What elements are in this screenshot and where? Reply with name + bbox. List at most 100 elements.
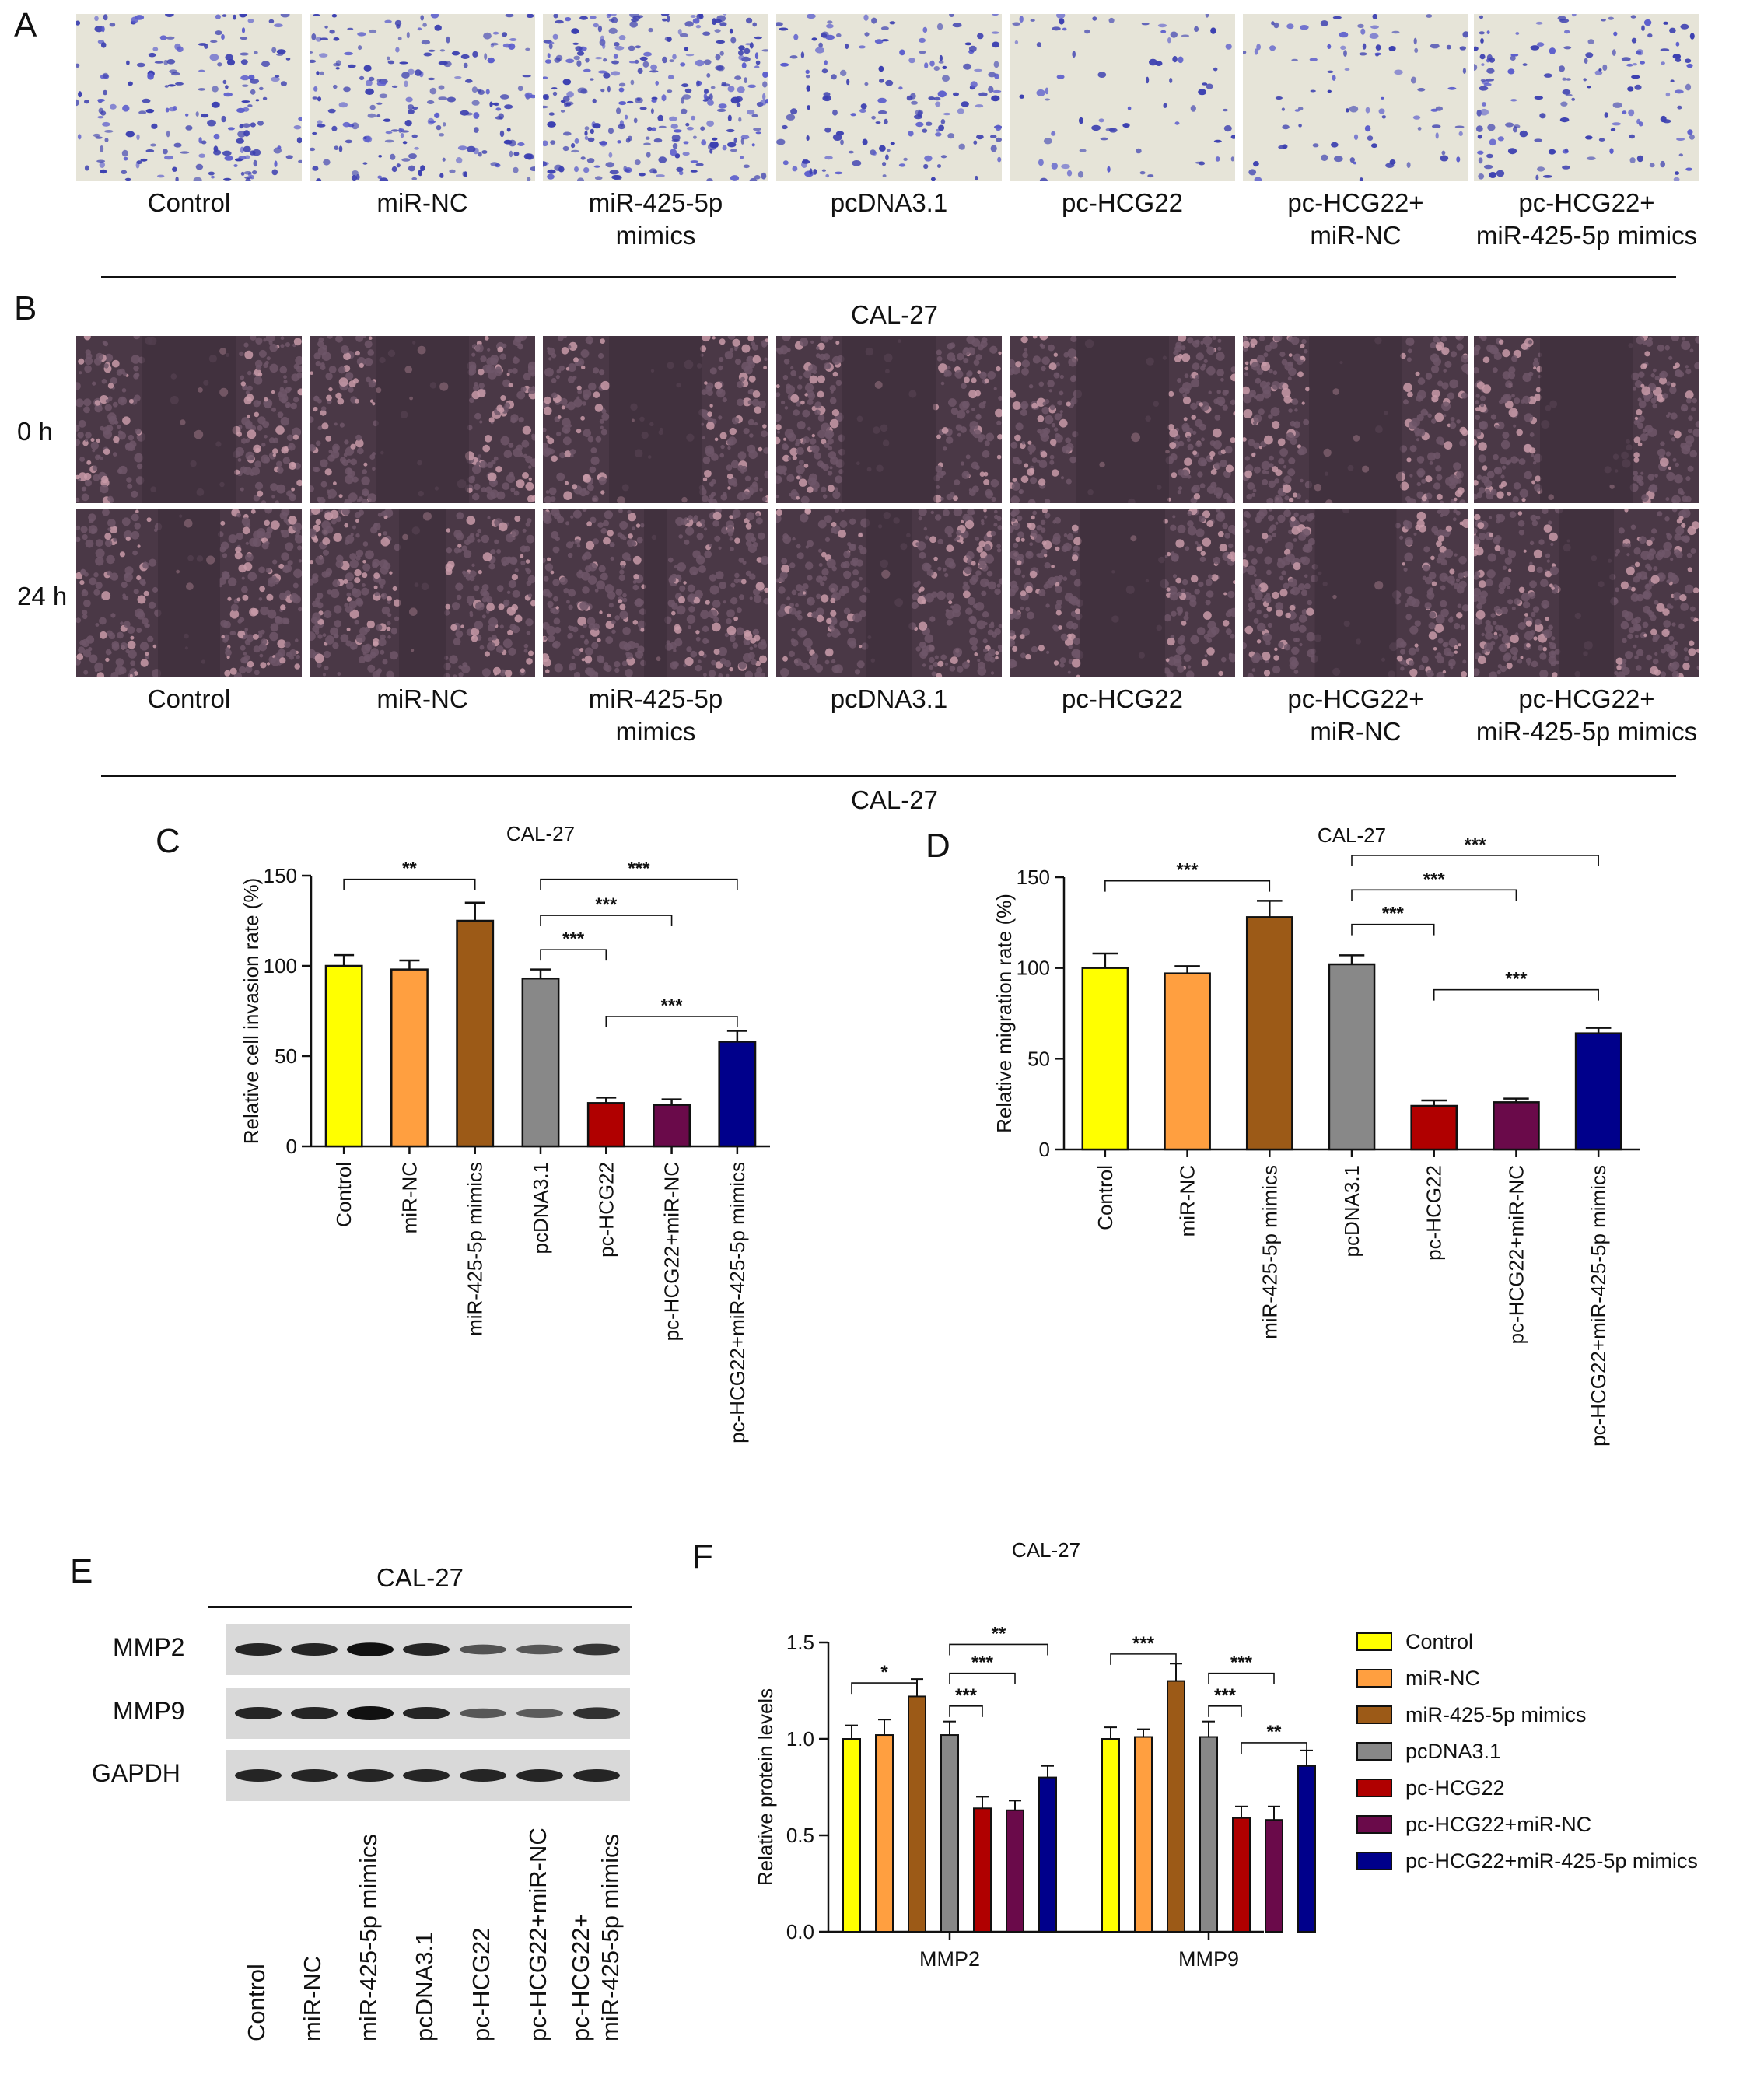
stained-cell (563, 131, 572, 136)
cell (1175, 577, 1182, 584)
cell (831, 522, 837, 527)
cell (366, 620, 375, 629)
cell (796, 384, 803, 390)
stained-cell (1486, 68, 1495, 74)
cell (254, 376, 263, 385)
cell (949, 666, 956, 672)
stained-cell (850, 113, 856, 117)
stained-cell (147, 72, 154, 80)
cell (85, 539, 94, 548)
cell (1177, 637, 1185, 645)
cell (1171, 610, 1177, 617)
cell (1263, 670, 1271, 677)
stained-cell (801, 159, 810, 164)
stained-cell (882, 174, 887, 177)
cell (724, 632, 730, 638)
cell (474, 344, 484, 353)
cell (325, 572, 331, 578)
cell (362, 541, 369, 547)
cell (338, 494, 343, 499)
cell (996, 420, 1002, 425)
stained-cell (860, 103, 867, 110)
stained-cell (548, 112, 555, 116)
cell (341, 459, 349, 466)
cell (1032, 336, 1038, 339)
stained-cell (562, 145, 569, 152)
stained-cell (936, 164, 942, 168)
stained-cell (478, 152, 482, 157)
cell (1281, 387, 1291, 397)
stained-cell (1608, 16, 1614, 20)
cell (96, 438, 100, 443)
stained-cell (1359, 52, 1367, 56)
stained-cell (824, 156, 833, 160)
stained-cell (1673, 177, 1680, 181)
stained-cell (649, 70, 659, 73)
stained-cell (1333, 156, 1343, 163)
stained-cell (940, 155, 947, 159)
cell (1048, 344, 1055, 352)
cell (1071, 524, 1079, 532)
cell (1192, 362, 1200, 370)
cell (1020, 475, 1029, 483)
cell (1649, 484, 1658, 493)
cell (726, 520, 734, 529)
stained-cell (257, 121, 264, 126)
stained-cell (996, 137, 1002, 142)
cell (1685, 390, 1694, 400)
stained-cell (383, 118, 391, 122)
stained-cell (1542, 175, 1552, 178)
cell (730, 635, 736, 642)
cell (1025, 653, 1031, 660)
cell (937, 660, 944, 667)
cell (1020, 606, 1024, 610)
cell (1167, 637, 1175, 646)
stained-cell (1381, 96, 1384, 100)
cell (707, 411, 712, 417)
cell (1044, 499, 1051, 503)
cell (789, 607, 796, 615)
cell (598, 352, 604, 359)
cell (1427, 413, 1432, 418)
cell (1041, 509, 1048, 514)
stained-cell (252, 170, 257, 175)
cell (1287, 336, 1294, 343)
cell (247, 370, 252, 376)
cell (348, 600, 357, 609)
cell (241, 576, 245, 580)
stained-cell (1169, 78, 1173, 83)
cell (131, 490, 138, 498)
stained-cell (1559, 117, 1570, 123)
cell (1224, 533, 1230, 539)
cell (1441, 401, 1451, 411)
cell (1065, 437, 1071, 444)
cell (1436, 474, 1443, 481)
cell (362, 560, 366, 564)
cell (1291, 586, 1300, 596)
cell (1073, 545, 1078, 551)
cell (803, 638, 813, 648)
stained-cell (1629, 134, 1635, 139)
wound-image-0h (776, 336, 1002, 503)
stained-cell (740, 138, 744, 145)
cell (469, 397, 474, 404)
cell (527, 495, 535, 503)
cell (971, 561, 976, 566)
cell (1682, 495, 1689, 502)
cell (1213, 398, 1219, 404)
cell (814, 488, 818, 492)
stained-cell (1406, 162, 1411, 169)
cell (355, 439, 364, 448)
cell (1288, 457, 1296, 465)
cell (1653, 368, 1657, 373)
cell (790, 366, 794, 370)
cell (814, 452, 821, 460)
cell (854, 669, 861, 675)
stained-cell (362, 162, 368, 165)
stained-cell (84, 100, 89, 104)
cell (793, 658, 802, 666)
cell (1262, 632, 1272, 642)
cell (729, 515, 733, 520)
cell (1456, 612, 1463, 619)
cell (1230, 633, 1235, 639)
